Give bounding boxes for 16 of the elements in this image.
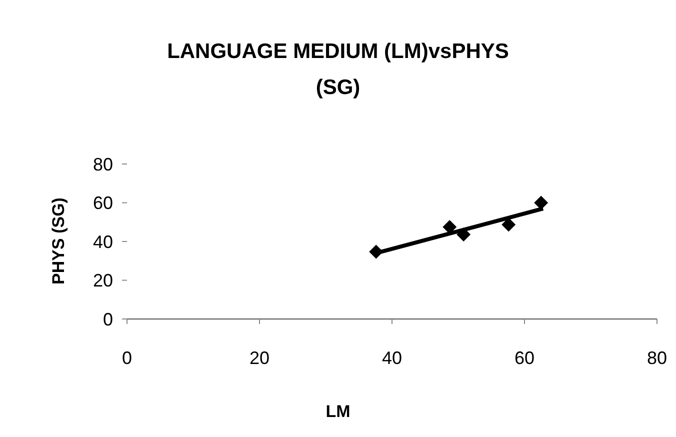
- point: [534, 196, 548, 210]
- y-tick-label: 20: [92, 270, 113, 291]
- x-tick-label: 80: [646, 348, 668, 368]
- y-tick-label: 60: [92, 193, 113, 214]
- y-tick-label: 40: [92, 232, 113, 252]
- x-tick-label: 20: [249, 348, 270, 368]
- x-tick-label: 0: [122, 348, 132, 368]
- point: [442, 220, 457, 234]
- y-tick-label: 80: [92, 154, 113, 174]
- x-tick-label: 60: [514, 348, 535, 368]
- point: [502, 218, 516, 232]
- y-tick-label: 0: [102, 309, 113, 330]
- x-axis-title: LM: [326, 402, 350, 421]
- y-axis-title: PHYS (SG): [49, 198, 68, 284]
- x-tick-label: 40: [382, 348, 402, 368]
- chart-title: LANGUAGE MEDIUM (LM)vsPHYS (SG): [167, 40, 509, 99]
